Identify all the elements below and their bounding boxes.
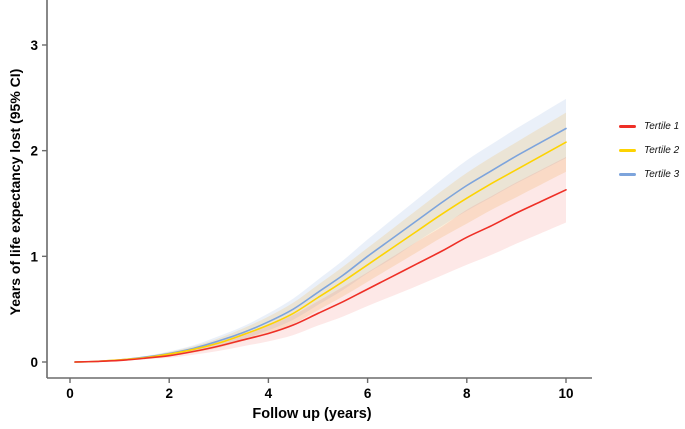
tertile-1-ci-band — [75, 157, 566, 362]
legend-label: Tertile 3 — [644, 169, 680, 180]
x-tick-label: 6 — [364, 386, 372, 401]
legend-item-tertile-1: Tertile 1 — [619, 121, 679, 132]
tertile-2-swatch-icon — [619, 149, 636, 152]
x-tick-label: 4 — [265, 386, 273, 401]
x-tick-label: 8 — [463, 386, 471, 401]
x-axis-title: Follow up (years) — [252, 406, 372, 422]
x-tick-label: 2 — [165, 386, 173, 401]
legend: Tertile 1 Tertile 2 Tertile 3 — [619, 121, 679, 180]
x-tick-label: 10 — [558, 386, 573, 401]
y-tick-label: 0 — [30, 355, 38, 370]
y-tick-label: 2 — [30, 144, 38, 159]
tertile-1-swatch-icon — [619, 125, 636, 128]
legend-item-tertile-2: Tertile 2 — [619, 145, 679, 156]
y-axis-title: Years of life expectancy lost (95% CI) — [7, 68, 23, 316]
legend-label: Tertile 2 — [644, 145, 680, 156]
tertile-3-swatch-icon — [619, 173, 636, 176]
legend-label: Tertile 1 — [644, 121, 680, 132]
y-tick-label: 3 — [30, 38, 38, 53]
legend-item-tertile-3: Tertile 3 — [619, 169, 679, 180]
y-tick-label: 1 — [30, 249, 38, 264]
x-tick-label: 0 — [66, 386, 74, 401]
tertile-1-line — [74, 189, 567, 363]
